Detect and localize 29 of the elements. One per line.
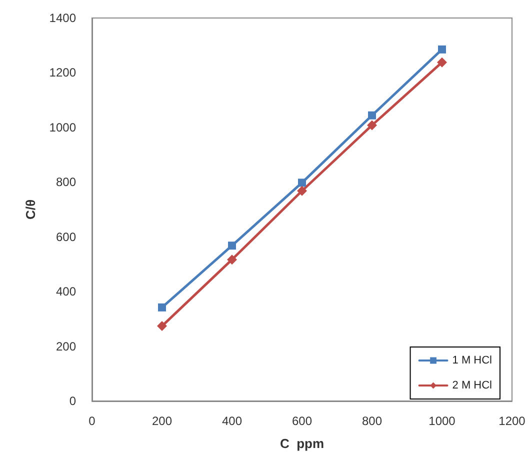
- x-tick-label: 600: [292, 414, 312, 428]
- legend-label: 2 M HCl: [452, 380, 492, 392]
- point: [298, 178, 306, 187]
- point: [368, 111, 376, 120]
- y-tick-label: 400: [56, 284, 76, 299]
- point: [228, 242, 236, 250]
- x-tick-label: 800: [362, 414, 382, 428]
- y-tick-label: 200: [56, 339, 76, 354]
- y-tick-label: 1400: [49, 11, 76, 25]
- point: [158, 303, 166, 312]
- y-tick-label: 0: [69, 394, 76, 408]
- y-tick-label: 1000: [49, 120, 76, 134]
- x-tick-label: 400: [222, 414, 242, 428]
- point: [367, 120, 377, 130]
- point: [297, 186, 307, 196]
- point: [227, 254, 237, 265]
- point: [438, 45, 446, 54]
- y-tick-label: 600: [56, 230, 76, 244]
- point: [157, 321, 167, 332]
- y-tick-label: 1200: [49, 66, 76, 80]
- point: [437, 57, 447, 68]
- legend-label: 1 M HCl: [452, 354, 492, 366]
- x-tick-label: 200: [152, 414, 172, 428]
- x-tick-label: 0: [88, 414, 96, 428]
- x-tick-label: 1200: [498, 414, 526, 428]
- y-axis-title: C/θ: [23, 199, 38, 220]
- x-axis-title: C ppm: [280, 436, 324, 451]
- x-tick-label: 1000: [428, 414, 456, 428]
- y-tick-label: 800: [56, 175, 76, 190]
